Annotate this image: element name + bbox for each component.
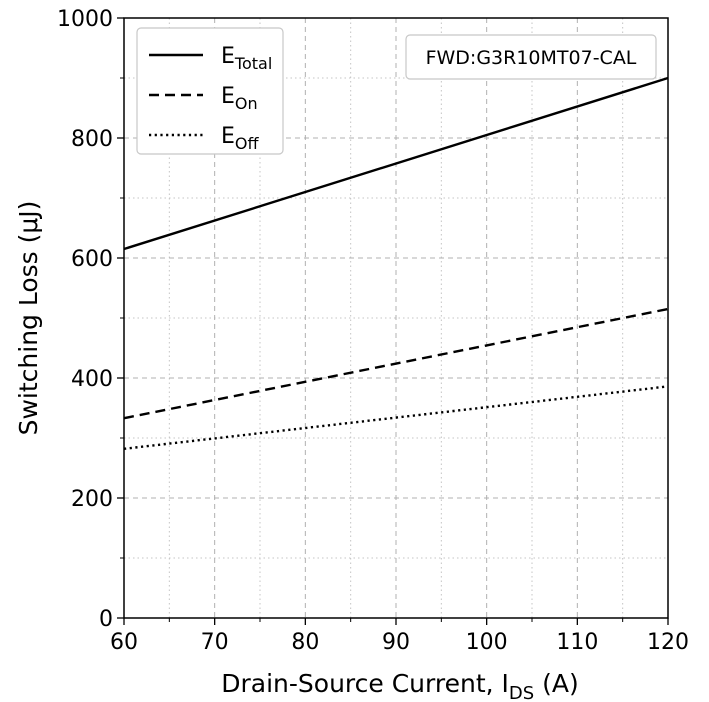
y-tick-label: 600 — [71, 247, 113, 272]
y-tick-label: 200 — [71, 487, 113, 512]
y-tick-label: 400 — [71, 367, 113, 392]
x-tick-label: 70 — [201, 630, 229, 655]
y-axis-label: Switching Loss (μJ) — [14, 201, 43, 436]
device-annotation: FWD:G3R10MT07-CAL — [406, 35, 656, 79]
y-tick-label: 0 — [99, 607, 113, 632]
x-tick-label: 90 — [382, 630, 410, 655]
legend-box — [137, 28, 283, 154]
x-axis-label: Drain-Source Current, IDS (A) — [221, 669, 579, 702]
series-line-off — [124, 386, 668, 448]
y-tick-label: 800 — [71, 127, 113, 152]
annotation-text: FWD:G3R10MT07-CAL — [426, 47, 637, 69]
x-tick-label: 60 — [110, 630, 138, 655]
x-tick-label: 80 — [291, 630, 319, 655]
x-tick-label: 100 — [466, 630, 508, 655]
x-tick-label: 120 — [647, 630, 689, 655]
x-tick-label: 110 — [556, 630, 598, 655]
y-tick-label: 1000 — [57, 7, 113, 32]
